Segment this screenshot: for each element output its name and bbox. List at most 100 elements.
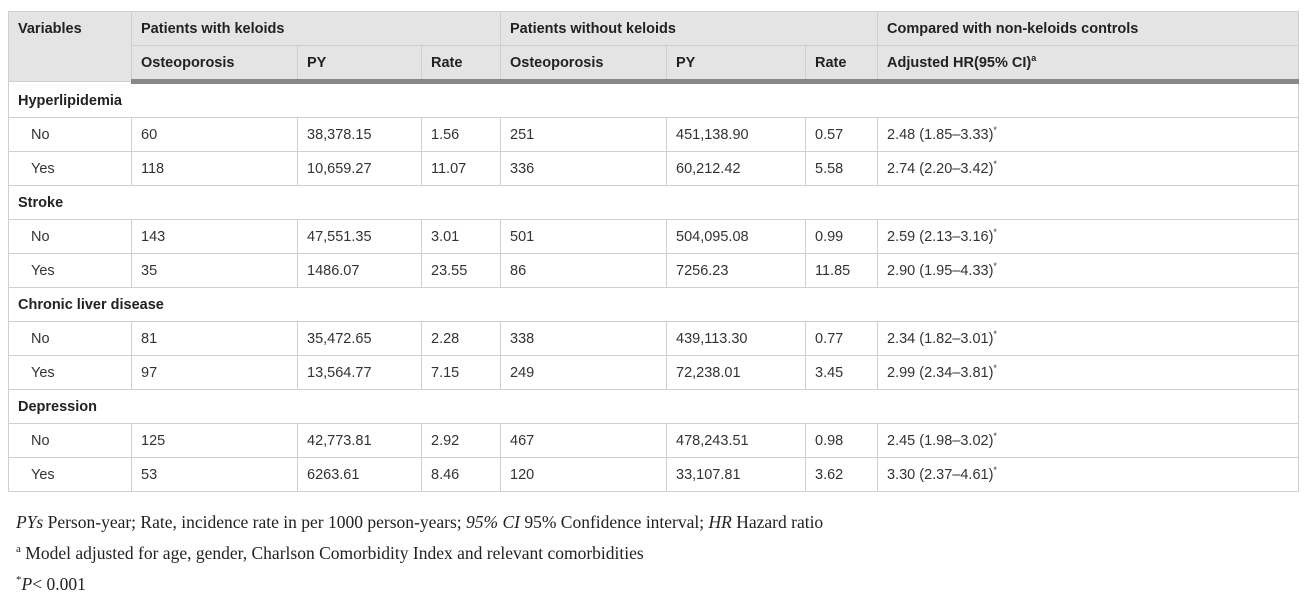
keloids-rate: 7.15 <box>421 355 501 390</box>
header-adjusted-hr-label: Adjusted HR(95% CI) <box>887 54 1032 71</box>
adjusted-hr-value: 2.48 (1.85–3.33) <box>887 126 994 143</box>
footnote-definition: 95% Confidence interval; <box>519 512 709 532</box>
footnote-definition: Hazard ratio <box>731 512 824 532</box>
significance-marker: * <box>993 226 997 237</box>
adjusted-hr-cell: 2.48 (1.85–3.33)* <box>877 117 1299 152</box>
footnote-abbreviations: PYs Person-year; Rate, incidence rate in… <box>16 510 1296 541</box>
keloids-rate: 3.01 <box>421 219 501 254</box>
no-keloids-py: 72,238.01 <box>666 355 806 390</box>
keloids-rate: 2.28 <box>421 321 501 356</box>
adjusted-hr-cell: 2.34 (1.82–3.01)* <box>877 321 1299 356</box>
adjusted-hr-cell: 2.99 (2.34–3.81)* <box>877 355 1299 390</box>
no-keloids-py: 60,212.42 <box>666 151 806 186</box>
no-keloids-osteoporosis: 336 <box>500 151 667 186</box>
section-row: Chronic liver disease <box>8 287 1299 322</box>
no-keloids-osteoporosis: 249 <box>500 355 667 390</box>
no-keloids-py: 478,243.51 <box>666 423 806 458</box>
keloids-osteoporosis: 35 <box>131 253 298 288</box>
table-header: Variables Patients with keloids Patients… <box>8 11 1299 84</box>
row-label: Yes <box>8 457 132 492</box>
table-footnotes: PYs Person-year; Rate, incidence rate in… <box>16 510 1296 603</box>
row-label: Yes <box>8 355 132 390</box>
significance-marker: * <box>993 260 997 271</box>
keloids-rate: 2.92 <box>421 423 501 458</box>
header-rate-keloids: Rate <box>421 45 501 84</box>
adjusted-hr-value: 2.59 (2.13–3.16) <box>887 228 994 245</box>
no-keloids-py: 33,107.81 <box>666 457 806 492</box>
results-table-container: Variables Patients with keloids Patients… <box>8 11 1299 492</box>
section-title: Chronic liver disease <box>8 287 1299 322</box>
keloids-osteoporosis: 81 <box>131 321 298 356</box>
adjusted-hr-cell: 2.74 (2.20–3.42)* <box>877 151 1299 186</box>
section-row: Stroke <box>8 185 1299 220</box>
keloids-py: 13,564.77 <box>297 355 422 390</box>
no-keloids-py: 7256.23 <box>666 253 806 288</box>
header-osteoporosis-no-keloids: Osteoporosis <box>500 45 667 84</box>
significance-marker: * <box>993 362 997 373</box>
header-group-no-keloids: Patients without keloids <box>500 11 878 46</box>
keloids-osteoporosis: 118 <box>131 151 298 186</box>
adjusted-hr-cell: 2.59 (2.13–3.16)* <box>877 219 1299 254</box>
section-row: Depression <box>8 389 1299 424</box>
footnote-abbreviation: 95% CI <box>466 512 520 532</box>
significance-marker: * <box>993 430 997 441</box>
keloids-rate: 1.56 <box>421 117 501 152</box>
footnote-significance-marker: * <box>16 574 22 587</box>
footnote-model-marker: a <box>16 543 21 556</box>
keloids-py: 10,659.27 <box>297 151 422 186</box>
header-variables: Variables <box>8 11 132 82</box>
section-title: Hyperlipidemia <box>8 81 1299 118</box>
footnote-abbreviation: HR <box>708 512 732 532</box>
significance-marker: * <box>993 124 997 135</box>
section-row: Hyperlipidemia <box>8 81 1299 118</box>
adjusted-hr-value: 2.45 (1.98–3.02) <box>887 432 994 449</box>
keloids-py: 42,773.81 <box>297 423 422 458</box>
footnote-model-text: Model adjusted for age, gender, Charlson… <box>20 543 644 563</box>
header-group-compared: Compared with non-keloids controls <box>877 11 1299 46</box>
keloids-py: 47,551.35 <box>297 219 422 254</box>
significance-marker: * <box>993 158 997 169</box>
keloids-py: 1486.07 <box>297 253 422 288</box>
header-group-keloids: Patients with keloids <box>131 11 501 46</box>
no-keloids-osteoporosis: 501 <box>500 219 667 254</box>
no-keloids-rate: 5.58 <box>805 151 878 186</box>
footnote-model: a Model adjusted for age, gender, Charls… <box>16 541 1296 572</box>
no-keloids-rate: 0.99 <box>805 219 878 254</box>
footnote-significance: *P< 0.001 <box>16 572 1296 603</box>
row-label: Yes <box>8 253 132 288</box>
results-table: Variables Patients with keloids Patients… <box>8 11 1299 492</box>
table-body: Hyperlipidemia No 60 38,378.15 1.56 251 451,13… <box>8 81 1299 492</box>
footnote-definition: Person-year; Rate, incidence rate in per… <box>43 512 466 532</box>
row-label: No <box>8 219 132 254</box>
footnote-abbreviation: PYs <box>16 512 44 532</box>
keloids-osteoporosis: 97 <box>131 355 298 390</box>
keloids-rate: 8.46 <box>421 457 501 492</box>
footnote-p-value: < 0.001 <box>32 574 86 594</box>
keloids-py: 38,378.15 <box>297 117 422 152</box>
row-label: No <box>8 423 132 458</box>
footnote-marker-a: a <box>1031 52 1037 63</box>
section-title: Stroke <box>8 185 1299 220</box>
header-adjusted-hr: Adjusted HR(95% CI)a <box>877 45 1299 84</box>
no-keloids-osteoporosis: 120 <box>500 457 667 492</box>
table-row: No 60 38,378.15 1.56 251 451,138.90 0.57 2.48 (… <box>8 117 1299 152</box>
table-row: No 81 35,472.65 2.28 338 439,113.30 0.77 2.34 (… <box>8 321 1299 356</box>
no-keloids-osteoporosis: 338 <box>500 321 667 356</box>
header-rate-no-keloids: Rate <box>805 45 878 84</box>
row-label: No <box>8 321 132 356</box>
no-keloids-rate: 0.98 <box>805 423 878 458</box>
keloids-py: 35,472.65 <box>297 321 422 356</box>
table-row: Yes 118 10,659.27 11.07 336 60,212.42 5.58 2.74… <box>8 151 1299 186</box>
no-keloids-rate: 3.62 <box>805 457 878 492</box>
adjusted-hr-cell: 3.30 (2.37–4.61)* <box>877 457 1299 492</box>
no-keloids-osteoporosis: 467 <box>500 423 667 458</box>
keloids-osteoporosis: 60 <box>131 117 298 152</box>
adjusted-hr-cell: 2.45 (1.98–3.02)* <box>877 423 1299 458</box>
no-keloids-osteoporosis: 251 <box>500 117 667 152</box>
table-row: No 143 47,551.35 3.01 501 504,095.08 0.99 2.59 … <box>8 219 1299 254</box>
adjusted-hr-cell: 2.90 (1.95–4.33)* <box>877 253 1299 288</box>
header-py-no-keloids: PY <box>666 45 806 84</box>
footnote-p-symbol: P <box>21 574 33 594</box>
no-keloids-rate: 0.77 <box>805 321 878 356</box>
keloids-osteoporosis: 125 <box>131 423 298 458</box>
